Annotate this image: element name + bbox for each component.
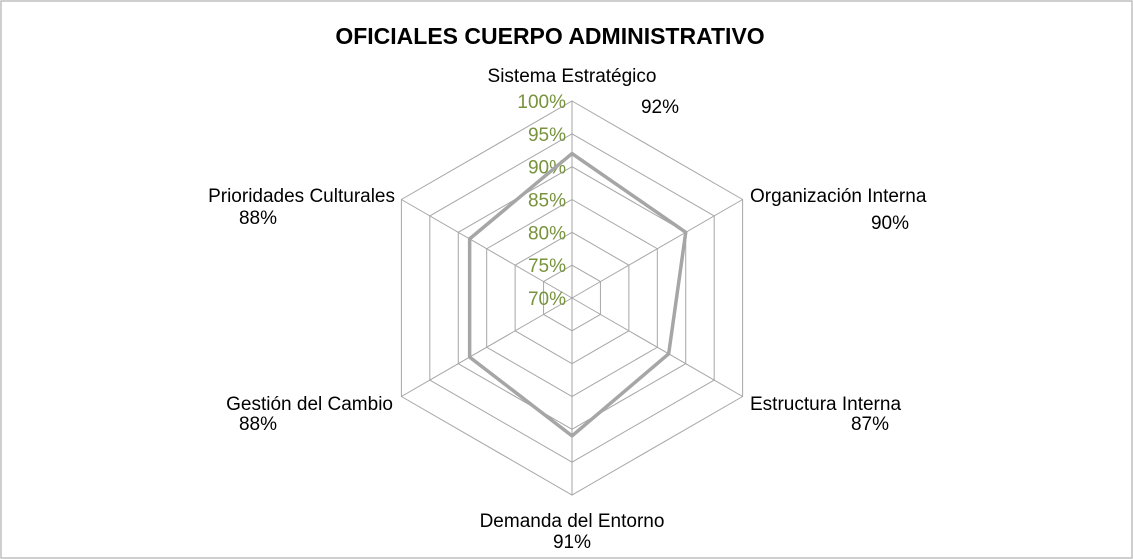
value-label: 88% — [239, 414, 277, 435]
spoke — [401, 199, 573, 299]
y-tick-label: 75% — [528, 256, 566, 277]
category-label: Estructura Interna — [750, 394, 901, 415]
series-line — [467, 151, 688, 438]
category-label: Sistema Estratégico — [488, 66, 657, 87]
value-label: 90% — [871, 213, 909, 234]
value-label: 92% — [641, 97, 679, 118]
y-tick-label: 90% — [528, 158, 566, 179]
category-label: Demanda del Entorno — [480, 511, 665, 532]
value-label: 88% — [239, 208, 277, 229]
spoke — [571, 297, 743, 397]
y-tick-label: 80% — [528, 223, 566, 244]
category-label: Gestión del Cambio — [226, 394, 393, 415]
y-tick-label: 95% — [528, 125, 566, 146]
value-label: 87% — [851, 414, 889, 435]
spoke — [401, 297, 573, 397]
category-label: Organización Interna — [750, 186, 927, 207]
y-tick-label: 85% — [528, 191, 566, 212]
spoke — [571, 199, 743, 299]
chart-title: OFICIALES CUERPO ADMINISTRATIVO — [335, 23, 764, 49]
category-label: Prioridades Culturales — [208, 186, 395, 207]
y-tick-label: 70% — [528, 289, 566, 310]
y-tick-label: 100% — [517, 92, 566, 113]
value-label: 91% — [553, 532, 591, 553]
